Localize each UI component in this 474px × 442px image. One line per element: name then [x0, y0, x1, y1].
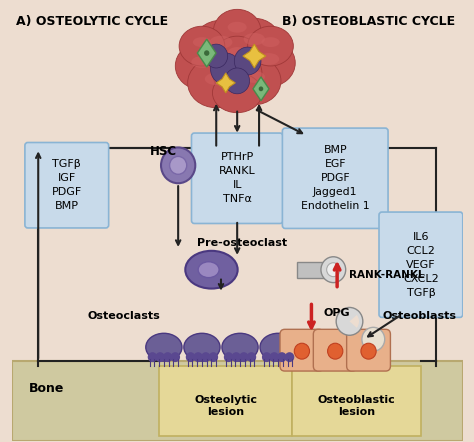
Text: HSC: HSC	[150, 145, 177, 158]
Circle shape	[327, 263, 340, 277]
Circle shape	[224, 352, 233, 362]
FancyBboxPatch shape	[346, 329, 391, 371]
Text: BMP
EGF
PDGF
Jagged1
Endothelin 1: BMP EGF PDGF Jagged1 Endothelin 1	[301, 145, 370, 211]
Ellipse shape	[191, 56, 213, 68]
Ellipse shape	[185, 251, 237, 289]
Circle shape	[294, 343, 310, 359]
Ellipse shape	[179, 26, 225, 66]
Circle shape	[362, 328, 385, 351]
Circle shape	[193, 352, 203, 362]
Circle shape	[270, 352, 279, 362]
Circle shape	[361, 343, 376, 359]
Circle shape	[336, 308, 363, 335]
Ellipse shape	[228, 18, 281, 68]
Circle shape	[155, 352, 165, 362]
Text: RANK-RANKL: RANK-RANKL	[349, 270, 425, 280]
Ellipse shape	[228, 22, 246, 33]
Text: Osteolytic
lesion: Osteolytic lesion	[194, 395, 257, 417]
Ellipse shape	[258, 53, 279, 65]
Polygon shape	[216, 73, 235, 93]
Circle shape	[277, 352, 287, 362]
Circle shape	[209, 352, 218, 362]
FancyBboxPatch shape	[191, 133, 283, 224]
Polygon shape	[253, 77, 269, 101]
Text: IL6
CCL2
VEGF
CXCL2
TGFβ: IL6 CCL2 VEGF CXCL2 TGFβ	[403, 232, 439, 298]
Ellipse shape	[261, 37, 280, 47]
Ellipse shape	[146, 333, 182, 361]
FancyBboxPatch shape	[280, 329, 324, 371]
Bar	[159, 366, 292, 436]
Ellipse shape	[247, 26, 293, 66]
Circle shape	[204, 50, 210, 56]
Wedge shape	[349, 315, 359, 328]
Circle shape	[321, 257, 346, 282]
Circle shape	[246, 352, 256, 362]
Text: Bone: Bone	[29, 382, 64, 396]
Circle shape	[163, 352, 173, 362]
Text: TGFβ
IGF
PDGF
BMP: TGFβ IGF PDGF BMP	[52, 159, 82, 211]
Ellipse shape	[244, 71, 265, 83]
Ellipse shape	[228, 57, 281, 105]
Text: Osteoblasts: Osteoblasts	[383, 311, 457, 321]
Circle shape	[201, 352, 210, 362]
Ellipse shape	[212, 73, 262, 113]
FancyBboxPatch shape	[313, 329, 357, 371]
Text: OPG: OPG	[324, 309, 350, 318]
Circle shape	[259, 87, 263, 91]
Text: B) OSTEOBLASTIC CYCLE: B) OSTEOBLASTIC CYCLE	[282, 15, 455, 28]
Polygon shape	[243, 44, 266, 68]
Circle shape	[231, 352, 241, 362]
Circle shape	[205, 44, 228, 68]
Text: PTHrP
RANKL
IL
TNFα: PTHrP RANKL IL TNFα	[219, 152, 255, 204]
Text: Osteoblastic
lesion: Osteoblastic lesion	[318, 395, 395, 417]
Ellipse shape	[242, 39, 295, 87]
Bar	[292, 366, 421, 436]
Ellipse shape	[227, 84, 247, 94]
Ellipse shape	[193, 37, 211, 47]
Bar	[297, 262, 324, 278]
Circle shape	[170, 156, 187, 174]
Bar	[11, 361, 463, 441]
Ellipse shape	[198, 262, 219, 278]
Circle shape	[234, 47, 261, 75]
Circle shape	[210, 53, 241, 85]
Text: Osteoclasts: Osteoclasts	[88, 311, 161, 321]
Circle shape	[161, 148, 195, 183]
Circle shape	[328, 343, 343, 359]
Ellipse shape	[227, 64, 247, 74]
Circle shape	[148, 352, 157, 362]
Ellipse shape	[184, 333, 220, 361]
Ellipse shape	[175, 42, 228, 90]
Circle shape	[262, 352, 272, 362]
Circle shape	[285, 352, 294, 362]
Circle shape	[186, 352, 195, 362]
Text: A) OSTEOLYTIC CYCLE: A) OSTEOLYTIC CYCLE	[17, 15, 169, 28]
Ellipse shape	[213, 9, 261, 53]
Ellipse shape	[228, 47, 246, 57]
Ellipse shape	[222, 333, 258, 361]
Ellipse shape	[192, 20, 249, 72]
Polygon shape	[197, 39, 216, 67]
Ellipse shape	[212, 51, 262, 95]
FancyBboxPatch shape	[379, 212, 463, 317]
FancyBboxPatch shape	[25, 142, 109, 228]
Ellipse shape	[244, 33, 265, 46]
Ellipse shape	[260, 333, 296, 361]
Ellipse shape	[205, 72, 228, 85]
Text: Pre-osteoclast: Pre-osteoclast	[197, 238, 287, 248]
Circle shape	[239, 352, 248, 362]
Circle shape	[171, 352, 180, 362]
Circle shape	[225, 68, 249, 94]
Ellipse shape	[188, 58, 245, 108]
FancyBboxPatch shape	[283, 128, 388, 229]
Ellipse shape	[214, 36, 260, 76]
Ellipse shape	[210, 36, 232, 49]
